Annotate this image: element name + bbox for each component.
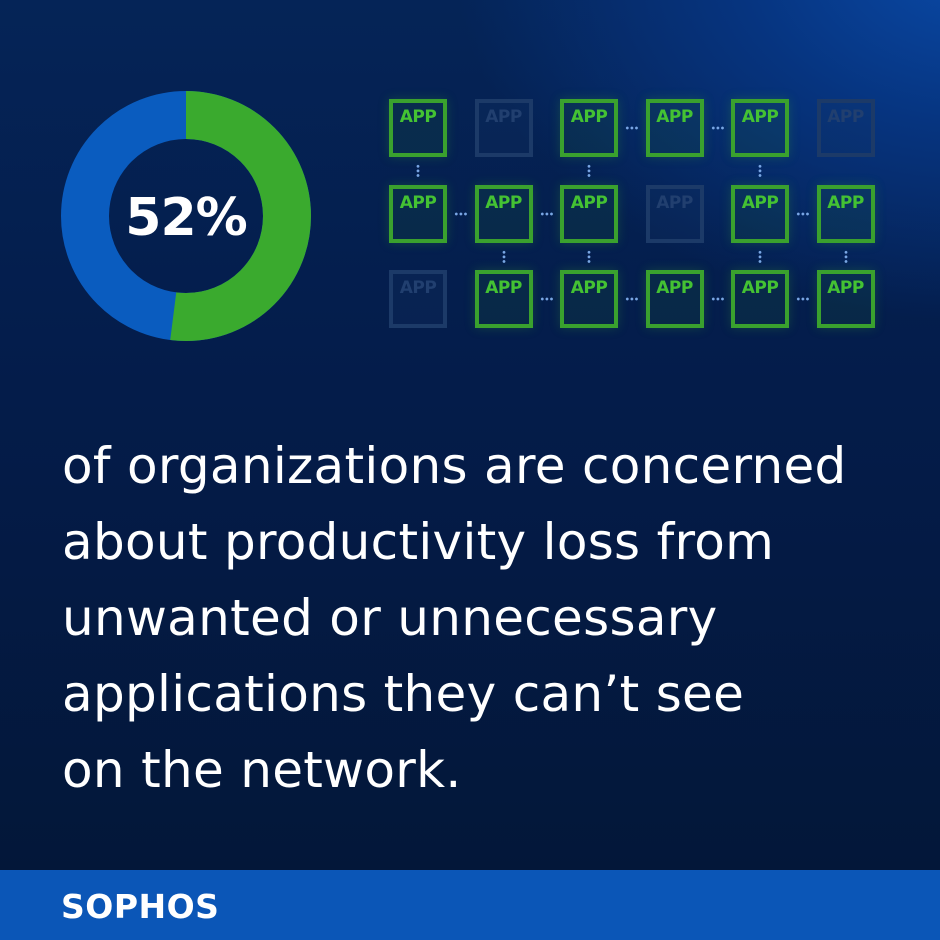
app-connector [843,249,848,264]
percentage-donut-chart: 52% [61,91,311,341]
app-connector [539,211,554,216]
statement-line: about productivity loss from [62,513,775,571]
statement-line: unwanted or unnecessary [62,589,718,647]
donut-ring [61,91,311,341]
app-box: APP [816,99,875,157]
app-box: APP [816,184,875,243]
app-box: APP [389,99,447,157]
app-box: APP [474,184,533,243]
app-box: APP [816,270,875,328]
app-box-label: APP [656,107,693,127]
app-box: APP [560,270,618,328]
statement-line: of organizations are concerned [62,437,847,495]
app-box: APP [560,99,618,157]
app-box-label: APP [656,278,693,298]
app-connector [539,297,554,301]
statement-line: applications they can’t see [62,665,745,723]
app-box-label: APP [741,278,779,298]
app-connector [758,164,762,178]
app-box: APP [645,184,704,243]
app-box: APP [474,99,533,157]
app-connector [710,126,725,130]
app-connector [710,297,725,301]
app-grid: APP APP APP APP APP APP APP APP APP APP APP APP APP A… [0,0,940,360]
infographic-canvas: 52% APP APP APP APP APP APP APP APP APP APP APP APP… [0,0,940,870]
app-box: APP [389,184,447,243]
app-box: APP [731,99,789,157]
app-box-label: APP [741,192,779,213]
app-box-label: APP [827,107,864,127]
footer-bar: SOPHOS [0,870,940,940]
app-box-label: APP [827,192,864,213]
app-connector [501,249,506,264]
app-box: APP [731,270,789,328]
app-connector [758,249,762,264]
app-connector [625,297,639,301]
app-box: APP [645,99,704,157]
app-box: APP [645,270,704,328]
app-box-label: APP [399,192,437,213]
app-box-label: APP [570,107,608,127]
app-box-label: APP [485,278,522,298]
app-box: APP [560,184,618,243]
app-box-label: APP [485,192,522,213]
app-box-label: APP [399,107,437,127]
app-box: APP [731,184,789,243]
sophos-logo: SOPHOS [61,887,220,926]
app-connector [796,211,810,216]
app-box-label: APP [570,192,608,213]
app-connector [587,164,591,178]
app-connector [796,297,810,301]
app-connector [416,164,420,178]
app-box-label: APP [570,278,608,298]
statement-line: on the network. [62,741,462,799]
app-box: APP [389,270,447,328]
app-connector [625,126,639,130]
app-box-label: APP [741,107,779,127]
app-connector [587,249,591,264]
statement-text: of organizations are concerned about pro… [62,428,922,808]
app-box-label: APP [827,278,864,298]
app-box-label: APP [485,107,522,127]
donut-highlight-arc [61,91,311,341]
app-box-label: APP [399,278,437,298]
app-box: APP [474,270,533,328]
percentage-value: 52% [125,188,247,248]
app-box-label: APP [656,192,693,213]
app-connector [454,211,468,216]
